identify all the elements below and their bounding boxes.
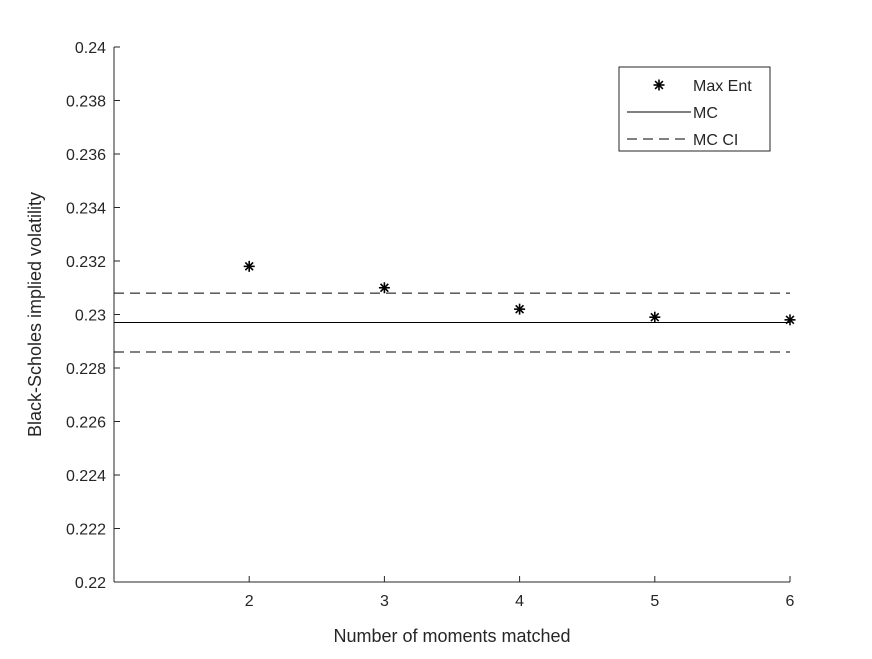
x-tick-label: 3	[380, 593, 389, 610]
max-ent-point	[243, 260, 255, 272]
max-ent-point	[514, 303, 526, 315]
x-tick-label: 6	[786, 593, 795, 610]
x-tick-label: 4	[515, 593, 524, 610]
y-tick-label: 0.236	[66, 147, 106, 164]
y-tick-label: 0.238	[66, 94, 106, 111]
legend-label: MC CI	[693, 132, 738, 149]
y-axis-title: Black-Scholes implied volatility	[25, 192, 45, 437]
max-ent-point	[784, 314, 796, 326]
legend-symbol-max-ent	[653, 79, 665, 91]
legend: Max Ent MC MC CI	[618, 66, 771, 152]
max-ent-point	[378, 282, 390, 294]
x-axis-title: Number of moments matched	[333, 626, 570, 646]
plot-series	[114, 260, 796, 353]
x-tick-label: 5	[650, 593, 659, 610]
y-tick-label: 0.232	[66, 254, 106, 271]
y-tick-label: 0.228	[66, 361, 106, 378]
y-tick-label: 0.222	[66, 522, 106, 539]
legend-label: Max Ent	[693, 78, 752, 95]
tick-marks: 0.22 0.222 0.224 0.226 0.228 0.23 0.232 0.234 0.…	[66, 40, 795, 610]
x-tick-label: 2	[245, 593, 254, 610]
y-tick-label: 0.224	[66, 468, 106, 485]
legend-label: MC	[693, 105, 718, 122]
max-ent-point	[649, 311, 661, 323]
y-tick-label: 0.22	[75, 575, 106, 592]
y-tick-label: 0.24	[75, 40, 106, 57]
y-tick-label: 0.23	[75, 308, 106, 325]
legend-box	[618, 66, 771, 152]
y-tick-label: 0.234	[66, 201, 106, 218]
y-tick-label: 0.226	[66, 415, 106, 432]
